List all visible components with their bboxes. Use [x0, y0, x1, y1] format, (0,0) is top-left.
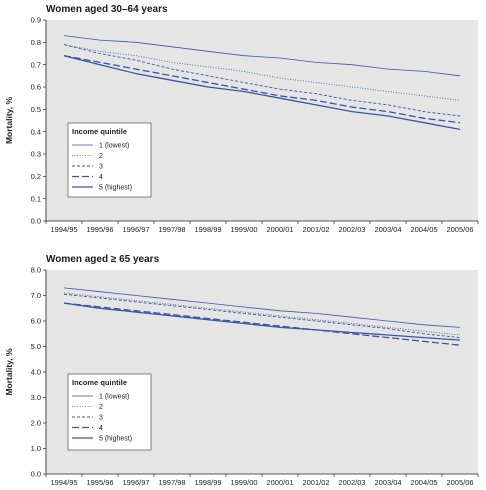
x-tick-label: 1996/97	[122, 225, 149, 234]
legend-label-1: 1 (lowest)	[99, 143, 129, 150]
x-tick-label: 1997/98	[158, 478, 185, 487]
x-tick-label: 1995/96	[86, 478, 113, 487]
legend-title: Income quintile	[72, 127, 127, 136]
x-tick-label: 1996/97	[122, 478, 149, 487]
legend-label-3: 3	[99, 415, 103, 422]
y-tick-label: 1.0	[31, 444, 41, 453]
x-tick-label: 2000/01	[266, 225, 293, 234]
x-tick-label: 2003/04	[374, 478, 401, 487]
chart-title: Women aged 30–64 years	[46, 4, 168, 15]
y-tick-label: 0.0	[31, 470, 41, 479]
x-tick-label: 2002/03	[338, 478, 365, 487]
x-tick-label: 1999/00	[230, 225, 257, 234]
x-tick-label: 2003/04	[374, 225, 401, 234]
x-tick-label: 2001/02	[302, 225, 329, 234]
x-tick-label: 1994/95	[50, 225, 77, 234]
chart-panel-1: Women aged 30–64 years 0.0 0.1 0.2 0.3 0.4 0.5…	[4, 4, 479, 234]
series-line-5	[63, 302, 461, 341]
y-tick-label: 0.5	[31, 105, 41, 114]
series-line-3	[63, 44, 461, 117]
legend-label-4: 4	[99, 425, 103, 432]
y-tick-label: 0.0	[31, 217, 41, 226]
x-tick-label: 1999/00	[230, 478, 257, 487]
y-tick-label: 0.7	[31, 60, 41, 69]
y-tick-label: 0.1	[31, 194, 41, 203]
y-axis-label: Mortality, %	[4, 348, 14, 396]
x-tick-label: 2004/05	[410, 478, 437, 487]
x-tick-label: 2001/02	[302, 478, 329, 487]
series-line-1	[63, 35, 461, 77]
x-tick-label: 2000/01	[266, 478, 293, 487]
y-tick-label: 0.4	[31, 127, 41, 136]
x-tick-label: 1994/95	[50, 478, 77, 487]
x-tick-label: 2005/06	[446, 225, 473, 234]
y-tick-label: 3.0	[31, 393, 41, 402]
legend-label-2: 2	[99, 153, 103, 160]
y-tick-label: 7.0	[31, 291, 41, 300]
legend-label-3: 3	[99, 164, 103, 171]
series-line-4	[63, 302, 461, 346]
y-tick-label: 5.0	[31, 342, 41, 351]
x-tick-label: 1998/99	[194, 478, 221, 487]
x-tick-label: 1997/98	[158, 225, 185, 234]
y-tick-label: 8.0	[31, 266, 41, 275]
y-tick-label: 2.0	[31, 419, 41, 428]
legend-label-5: 5 (highest)	[99, 185, 132, 192]
legend-label-1: 1 (lowest)	[99, 394, 129, 401]
y-tick-label: 0.2	[31, 172, 41, 181]
y-tick-label: 4.0	[31, 368, 41, 377]
legend-box	[67, 122, 152, 198]
series-line-4	[63, 55, 461, 124]
y-tick-label: 0.8	[31, 38, 41, 47]
y-tick-label: 0.9	[31, 16, 41, 25]
series-line-2	[63, 44, 461, 101]
legend-box	[67, 373, 152, 451]
legend: Income quintile 1 (lowest) 2 3 4 5 (highest)	[67, 373, 152, 451]
y-axis-label: Mortality, %	[4, 97, 14, 145]
series-line-5	[63, 55, 461, 131]
chart-panel-2: Women aged ≥ 65 years 0.0 1.0 2.0 3.0 4.0 5.0 6…	[4, 254, 479, 487]
y-tick-label: 6.0	[31, 317, 41, 326]
x-tick-label: 1998/99	[194, 225, 221, 234]
y-tick-label: 0.3	[31, 150, 41, 159]
chart-title: Women aged ≥ 65 years	[46, 254, 160, 265]
y-tick-label: 0.6	[31, 83, 41, 92]
x-tick-label: 2002/03	[338, 225, 365, 234]
series-line-1	[63, 287, 461, 328]
legend-title: Income quintile	[72, 378, 127, 387]
legend-label-5: 5 (highest)	[99, 436, 132, 443]
x-tick-label: 2005/06	[446, 478, 473, 487]
legend-label-2: 2	[99, 404, 103, 411]
series-line-3	[63, 293, 461, 339]
x-tick-label: 2004/05	[410, 225, 437, 234]
legend-label-4: 4	[99, 174, 103, 181]
x-tick-label: 1995/96	[86, 225, 113, 234]
legend: Income quintile 1 (lowest) 2 3 4 5 (highest)	[67, 122, 152, 198]
